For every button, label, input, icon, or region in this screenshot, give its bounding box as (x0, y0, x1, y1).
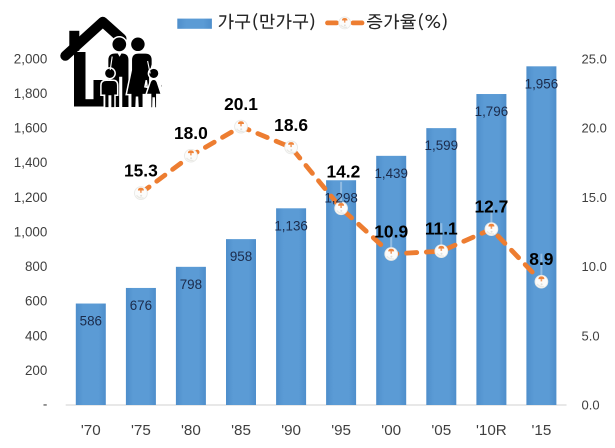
svg-text:800: 800 (25, 259, 47, 274)
svg-text:15.0: 15.0 (582, 190, 607, 205)
svg-text:0.0: 0.0 (582, 398, 600, 413)
svg-text:1,136: 1,136 (274, 218, 308, 233)
svg-text:15.3: 15.3 (124, 161, 158, 181)
svg-text:600: 600 (25, 294, 47, 309)
svg-text:14.2: 14.2 (326, 161, 360, 181)
svg-text:400: 400 (25, 328, 47, 343)
svg-text:'80: '80 (181, 422, 201, 439)
svg-text:'90: '90 (281, 422, 301, 439)
svg-text:'75: '75 (131, 422, 151, 439)
svg-text:586: 586 (80, 314, 102, 329)
svg-text:12.7: 12.7 (474, 197, 508, 217)
svg-text:'85: '85 (231, 422, 251, 439)
svg-text:'70: '70 (81, 422, 101, 439)
svg-text:18.6: 18.6 (274, 115, 308, 135)
svg-text:5.0: 5.0 (582, 328, 600, 343)
svg-text:20.0: 20.0 (582, 121, 607, 136)
svg-text:'95: '95 (331, 422, 351, 439)
svg-text:958: 958 (230, 249, 252, 264)
svg-text:25.0: 25.0 (582, 51, 607, 66)
svg-text:10.9: 10.9 (374, 221, 408, 241)
svg-text:10.0: 10.0 (582, 259, 607, 274)
svg-text:'00: '00 (381, 422, 401, 439)
svg-text:18.0: 18.0 (174, 123, 208, 143)
svg-text:676: 676 (130, 298, 152, 313)
svg-text:1,599: 1,599 (425, 138, 459, 153)
svg-text:1,800: 1,800 (14, 86, 48, 101)
svg-text:'10R: '10R (476, 422, 507, 439)
svg-text:1,796: 1,796 (475, 104, 509, 119)
svg-text:-: - (43, 397, 47, 412)
svg-text:20.1: 20.1 (224, 94, 258, 114)
svg-text:1,956: 1,956 (525, 76, 559, 91)
svg-text:1,000: 1,000 (14, 224, 48, 239)
svg-text:1,600: 1,600 (14, 121, 48, 136)
svg-text:2,000: 2,000 (14, 51, 48, 66)
svg-text:'15: '15 (532, 422, 552, 439)
svg-text:1,200: 1,200 (14, 190, 48, 205)
svg-text:200: 200 (25, 363, 47, 378)
svg-text:1,400: 1,400 (14, 155, 48, 170)
svg-text:1,439: 1,439 (374, 166, 408, 181)
svg-text:'05: '05 (431, 422, 451, 439)
svg-text:798: 798 (180, 277, 202, 292)
svg-text:1,298: 1,298 (324, 190, 358, 205)
svg-text:8.9: 8.9 (529, 249, 554, 269)
svg-text:11.1: 11.1 (425, 219, 458, 239)
